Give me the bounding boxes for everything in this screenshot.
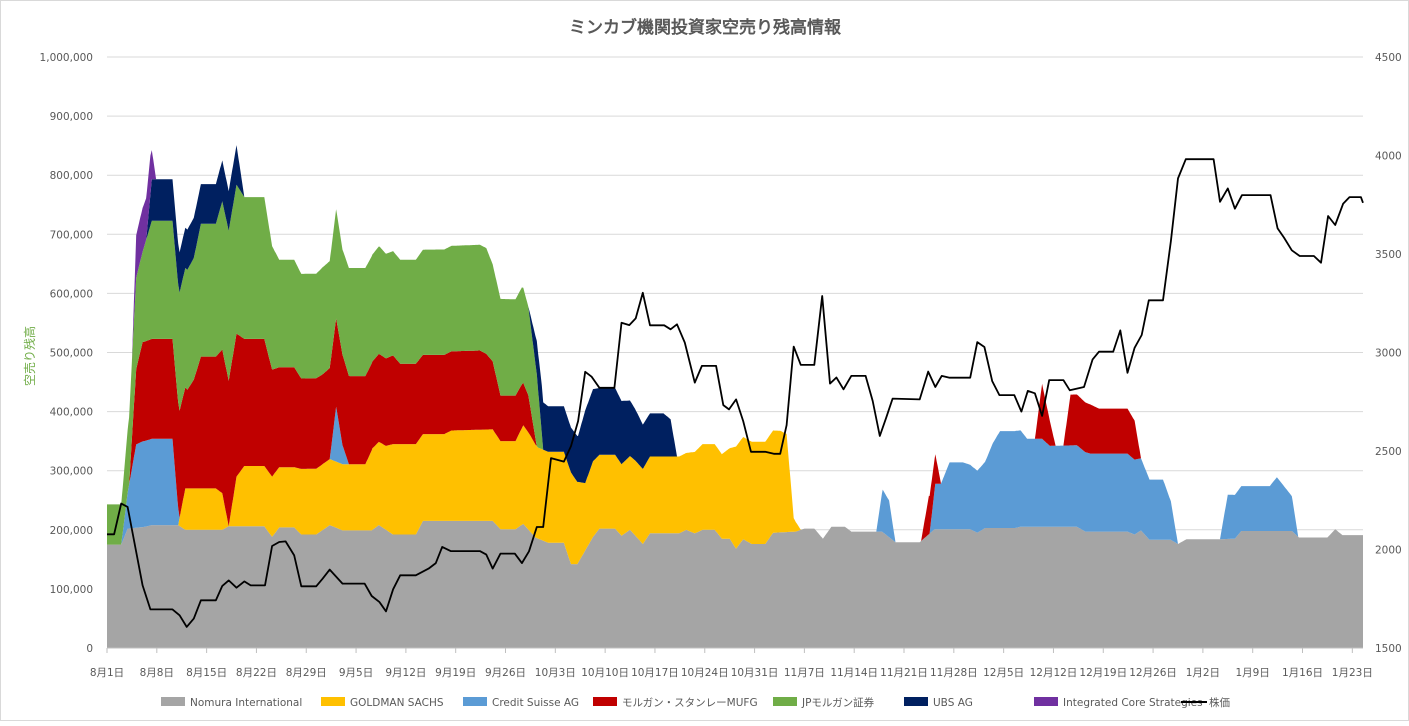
y2-axis-ticks: 4500 4000 3500 3000 2500 2000 1500 — [1375, 52, 1402, 655]
y-tick-label: 300,000 — [50, 466, 93, 478]
y2-tick-label: 4000 — [1375, 151, 1402, 163]
legend-label: UBS AG — [933, 697, 973, 709]
legend-item: 株価 — [1181, 696, 1230, 709]
chart-title: ミンカブ機関投資家空売り残高情報 — [569, 17, 842, 38]
x-tick-label: 1月16日 — [1282, 667, 1323, 679]
y-tick-label: 400,000 — [50, 407, 93, 419]
legend-item: UBS AG — [904, 697, 973, 709]
legend-label: 株価 — [1209, 696, 1230, 709]
x-tick-label: 10月10日 — [581, 667, 629, 679]
price-line-series — [107, 158, 1364, 628]
y2-tick-label: 3000 — [1375, 348, 1402, 360]
x-tick-label: 11月14日 — [830, 667, 878, 679]
y-axis-title: 空売り残高 — [22, 326, 37, 386]
x-axis-ticks: 8月1日 8月8日 8月15日 8月22日 8月29日 9月5日 9月12日 9月19日 9月2… — [90, 648, 1373, 679]
x-tick-label: 8月15日 — [186, 667, 227, 679]
x-tick-label: 11月21日 — [880, 667, 928, 679]
x-tick-label: 9月12日 — [385, 667, 426, 679]
area-ubs-ag — [107, 145, 1363, 544]
x-tick-label: 12月26日 — [1129, 667, 1177, 679]
x-tick-label: 8月29日 — [286, 667, 327, 679]
x-tick-label: 10月3日 — [535, 667, 576, 679]
x-tick-label: 9月19日 — [435, 667, 476, 679]
legend-swatch — [463, 697, 487, 706]
area-モルガン・スタンレーmufg — [107, 318, 1363, 545]
y-tick-label: 700,000 — [50, 229, 93, 241]
x-tick-label: 11月7日 — [784, 667, 825, 679]
legend-label: Credit Suisse AG — [492, 697, 579, 709]
y2-tick-label: 3500 — [1375, 249, 1402, 261]
legend-item: モルガン・スタンレーMUFG — [593, 697, 758, 709]
x-tick-label: 10月24日 — [681, 667, 729, 679]
legend-swatch — [321, 697, 345, 706]
area-jpモルガン証券 — [107, 184, 1363, 545]
y-tick-label: 0 — [86, 643, 93, 655]
area-credit-suisse-ag — [107, 406, 1363, 545]
area-series — [107, 145, 1363, 648]
x-tick-label: 9月5日 — [339, 667, 373, 679]
x-tick-label: 8月22日 — [236, 667, 277, 679]
legend: Nomura International GOLDMAN SACHS Credit … — [161, 696, 1230, 709]
legend-swatch — [773, 697, 797, 706]
y-tick-label: 500,000 — [50, 348, 93, 360]
stock-price-line — [107, 158, 1364, 628]
x-tick-label: 12月19日 — [1079, 667, 1127, 679]
x-tick-label: 12月12日 — [1030, 667, 1078, 679]
legend-item: Integrated Core Strategies — [1034, 697, 1203, 709]
legend-item: Credit Suisse AG — [463, 697, 579, 709]
x-tick-label: 9月26日 — [485, 667, 526, 679]
y-tick-label: 800,000 — [50, 170, 93, 182]
x-tick-label: 1月9日 — [1236, 667, 1270, 679]
y2-tick-label: 2000 — [1375, 545, 1402, 557]
y-tick-label: 200,000 — [50, 525, 93, 537]
legend-swatch — [593, 697, 617, 706]
legend-item: JPモルガン証券 — [773, 696, 875, 709]
y2-tick-label: 1500 — [1375, 643, 1402, 655]
x-tick-label: 12月5日 — [983, 667, 1024, 679]
x-tick-label: 10月31日 — [731, 667, 779, 679]
area-goldman-sachs — [107, 425, 1363, 565]
legend-label: Integrated Core Strategies — [1063, 697, 1203, 709]
x-tick-label: 10月17日 — [631, 667, 679, 679]
legend-label: モルガン・スタンレーMUFG — [622, 697, 758, 709]
y-tick-label: 600,000 — [50, 288, 93, 300]
legend-swatch — [1034, 697, 1058, 706]
legend-label: Nomura International — [190, 697, 302, 709]
legend-swatch — [161, 697, 185, 706]
area-nomura-international — [107, 520, 1363, 648]
legend-item: GOLDMAN SACHS — [321, 697, 444, 709]
x-tick-label: 1月23日 — [1332, 667, 1373, 679]
x-tick-label: 8月8日 — [140, 667, 174, 679]
legend-label: GOLDMAN SACHS — [350, 697, 444, 709]
y-tick-label: 100,000 — [50, 584, 93, 596]
y-tick-label: 1,000,000 — [40, 52, 93, 64]
legend-swatch — [904, 697, 928, 706]
y2-tick-label: 4500 — [1375, 52, 1402, 64]
y-tick-label: 900,000 — [50, 111, 93, 123]
legend-label: JPモルガン証券 — [801, 696, 875, 709]
y2-tick-label: 2500 — [1375, 446, 1402, 458]
x-tick-label: 1月2日 — [1186, 667, 1220, 679]
legend-item: Nomura International — [161, 697, 302, 709]
x-tick-label: 8月1日 — [90, 667, 124, 679]
y-axis-ticks: 1,000,000 900,000 800,000 700,000 600,000 500… — [40, 52, 93, 655]
x-tick-label: 11月28日 — [930, 667, 978, 679]
